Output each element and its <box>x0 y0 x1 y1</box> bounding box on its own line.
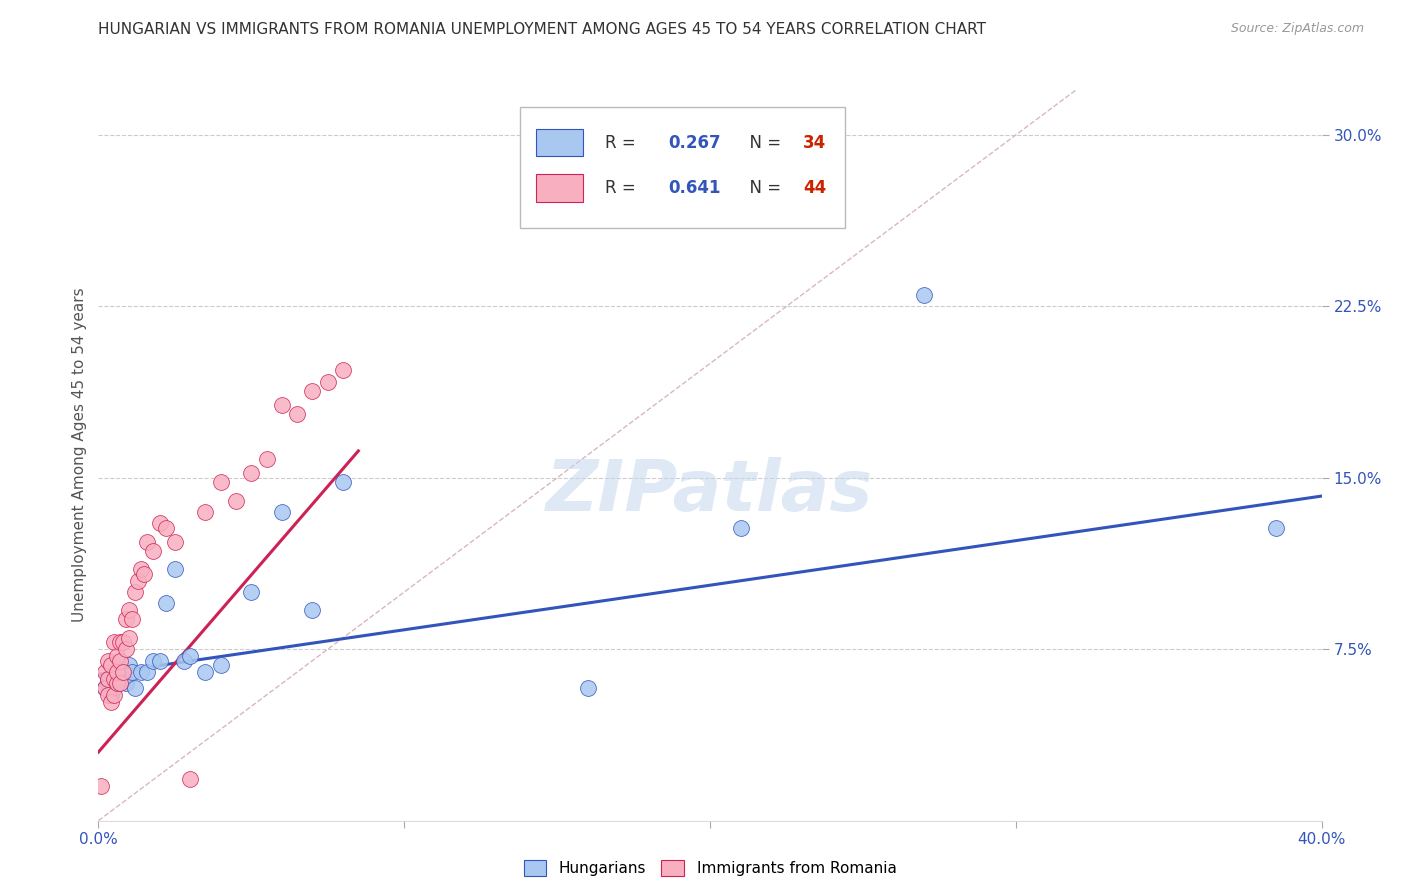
Point <box>118 603 141 617</box>
Point <box>730 521 752 535</box>
Point <box>129 665 152 679</box>
Point <box>285 407 308 421</box>
Point <box>97 672 120 686</box>
Point <box>108 635 131 649</box>
Point <box>256 452 278 467</box>
Point <box>115 676 138 690</box>
Point <box>103 672 125 686</box>
Point <box>108 660 131 674</box>
Point <box>97 676 120 690</box>
Text: 0.267: 0.267 <box>668 134 721 152</box>
Point <box>118 658 141 673</box>
Point <box>105 676 128 690</box>
Point <box>270 398 292 412</box>
Point <box>124 681 146 695</box>
Point <box>100 672 122 686</box>
Point <box>332 475 354 490</box>
Text: 44: 44 <box>803 179 827 197</box>
Point <box>105 665 128 679</box>
Point <box>134 566 156 581</box>
Point <box>136 534 159 549</box>
Point <box>100 658 122 673</box>
Point <box>149 516 172 531</box>
Point <box>129 562 152 576</box>
Point <box>103 665 125 679</box>
Point <box>240 585 263 599</box>
Point <box>115 642 138 657</box>
Point <box>108 672 131 686</box>
Point <box>97 654 120 668</box>
Point <box>225 493 247 508</box>
Point <box>194 505 217 519</box>
Point <box>118 631 141 645</box>
Point <box>103 688 125 702</box>
Point <box>179 649 201 664</box>
Point <box>209 658 232 673</box>
Point <box>1264 521 1286 535</box>
Point <box>209 475 232 490</box>
Point <box>270 505 292 519</box>
Point <box>316 375 339 389</box>
Text: N =: N = <box>740 179 787 197</box>
Point <box>103 635 125 649</box>
Text: ZIPatlas: ZIPatlas <box>547 457 873 526</box>
Point <box>155 521 177 535</box>
Point <box>108 654 131 668</box>
Point <box>301 384 323 398</box>
Point <box>115 613 138 627</box>
Point <box>332 363 354 377</box>
Point <box>121 613 143 627</box>
Point <box>103 681 125 695</box>
Point <box>194 665 217 679</box>
Point <box>576 681 599 695</box>
Point <box>93 681 115 695</box>
Point <box>155 597 177 611</box>
Point <box>90 780 112 794</box>
Point <box>111 665 134 679</box>
Point <box>111 635 134 649</box>
Point <box>240 466 263 480</box>
Point <box>179 772 201 787</box>
Text: Source: ZipAtlas.com: Source: ZipAtlas.com <box>1230 22 1364 36</box>
Point <box>149 654 172 668</box>
Point <box>105 676 128 690</box>
Text: N =: N = <box>740 134 787 152</box>
Bar <box>536 128 583 156</box>
Point <box>121 665 143 679</box>
Legend: Hungarians, Immigrants from Romania: Hungarians, Immigrants from Romania <box>517 855 903 882</box>
Text: 34: 34 <box>803 134 827 152</box>
Point <box>93 681 115 695</box>
Y-axis label: Unemployment Among Ages 45 to 54 years: Unemployment Among Ages 45 to 54 years <box>72 287 87 623</box>
Point <box>163 534 186 549</box>
Point <box>127 574 149 588</box>
Point <box>163 562 186 576</box>
Point <box>100 695 122 709</box>
Point <box>142 544 165 558</box>
Point <box>105 649 128 664</box>
Point <box>301 603 323 617</box>
Point <box>124 585 146 599</box>
Point <box>142 654 165 668</box>
Point <box>93 665 115 679</box>
Point <box>111 670 134 684</box>
FancyBboxPatch shape <box>520 108 845 228</box>
Point <box>173 654 195 668</box>
Point <box>912 288 935 302</box>
Point <box>97 672 120 686</box>
Text: R =: R = <box>605 134 641 152</box>
Point <box>108 676 131 690</box>
Bar <box>536 174 583 202</box>
Text: HUNGARIAN VS IMMIGRANTS FROM ROMANIA UNEMPLOYMENT AMONG AGES 45 TO 54 YEARS CORR: HUNGARIAN VS IMMIGRANTS FROM ROMANIA UNE… <box>98 22 987 37</box>
Text: R =: R = <box>605 179 641 197</box>
Point <box>97 688 120 702</box>
Point <box>136 665 159 679</box>
Text: 0.641: 0.641 <box>668 179 721 197</box>
Point <box>100 688 122 702</box>
Point <box>105 665 128 679</box>
